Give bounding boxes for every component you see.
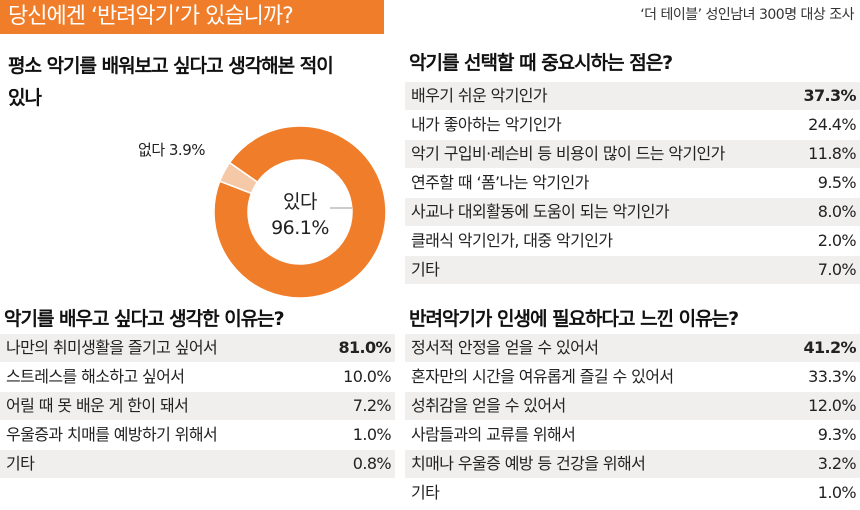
row-label: 기타 (411, 483, 440, 502)
row-label: 사람들과의 교류를 위해서 (411, 425, 576, 444)
slice-yes (213, 125, 387, 299)
reasons-need-title: 반려악기가 인생에 필요하다고 느낀 이유는? (409, 308, 739, 330)
table-row: 치매나 우울증 예방 등 건강을 위해서 3.2% (405, 450, 860, 478)
panel-selection-criteria: 악기를 선택할 때 중요시하는 점은? 배우기 쉬운 악기인가 37.3% 내가 좋… (405, 44, 860, 294)
reasons-learn-title: 악기를 배우고 싶다고 생각한 이유는? (4, 308, 285, 330)
row-value: 9.5% (817, 173, 857, 192)
row-label: 기타 (6, 454, 35, 473)
row-value: 9.3% (817, 425, 857, 444)
row-value: 24.4% (808, 115, 856, 134)
row-value: 2.0% (817, 231, 857, 250)
donut-title: 평소 악기를 배워보고 싶다고 생각해본 적이 있나 (8, 55, 334, 109)
slice-yes-label: 있다 (283, 191, 317, 213)
row-label: 사교나 대외활동에 도움이 되는 악기인가 (411, 202, 670, 221)
row-label: 내가 좋아하는 악기인가 (411, 115, 562, 134)
row-value: 8.0% (817, 202, 857, 221)
row-label: 악기 구입비·레슨비 등 비용이 많이 드는 악기인가 (411, 144, 725, 163)
table-row: 연주할 때 ‘폼’나는 악기인가 9.5% (405, 169, 860, 197)
panel-donut: 평소 악기를 배워보고 싶다고 생각해본 적이 있나 있다 96.1% 없다 3.9… (0, 44, 395, 304)
table-row: 내가 좋아하는 악기인가 24.4% (405, 111, 860, 139)
donut-chart: 있다 96.1% 없다 3.9% (138, 125, 387, 299)
criteria-title: 악기를 선택할 때 중요시하는 점은? (409, 52, 673, 74)
row-label: 연주할 때 ‘폼’나는 악기인가 (411, 173, 589, 192)
row-label: 정서적 안정을 얻을 수 있어서 (411, 338, 599, 357)
source-note: ‘더 테이블’ 성인남녀 300명 대상 조사 (640, 7, 854, 23)
table-row: 혼자만의 시간을 여유롭게 즐길 수 있어서 33.3% (405, 363, 860, 391)
row-value: 7.0% (817, 260, 857, 279)
row-label: 배우기 쉬운 악기인가 (411, 86, 548, 105)
table-row: 성취감을 얻을 수 있어서 12.0% (405, 392, 860, 420)
row-value: 11.8% (808, 144, 856, 163)
row-label: 스트레스를 해소하고 싶어서 (6, 367, 185, 386)
row-value: 37.3% (803, 86, 856, 105)
table-row: 사교나 대외활동에 도움이 되는 악기인가 8.0% (405, 198, 860, 226)
table-row: 사람들과의 교류를 위해서 9.3% (405, 421, 860, 449)
panel-reasons-need: 반려악기가 인생에 필요하다고 느낀 이유는? 정서적 안정을 얻을 수 있어서… (405, 300, 860, 510)
table-row: 나만의 취미생활을 즐기고 싶어서 81.0% (0, 334, 395, 362)
row-value: 7.2% (352, 396, 392, 415)
table-row: 정서적 안정을 얻을 수 있어서 41.2% (405, 334, 860, 362)
slice-no-label: 없다 3.9% (138, 141, 205, 159)
table-row: 어릴 때 못 배운 게 한이 돼서 7.2% (0, 392, 395, 420)
row-label: 우울증과 치매를 예방하기 위해서 (6, 425, 218, 444)
row-label: 나만의 취미생활을 즐기고 싶어서 (6, 338, 218, 357)
row-value: 0.8% (352, 454, 392, 473)
row-value: 10.0% (343, 367, 391, 386)
row-label: 치매나 우울증 예방 등 건강을 위해서 (411, 454, 646, 473)
table-row: 기타 7.0% (405, 256, 860, 284)
row-value: 81.0% (338, 338, 391, 357)
row-value: 12.0% (808, 396, 856, 415)
row-label: 어릴 때 못 배운 게 한이 돼서 (6, 396, 189, 415)
table-row: 클래식 악기인가, 대중 악기인가 2.0% (405, 227, 860, 255)
row-value: 33.3% (808, 367, 856, 386)
slice-yes-value: 96.1% (271, 217, 329, 239)
panel-reasons-learn: 악기를 배우고 싶다고 생각한 이유는? 나만의 취미생활을 즐기고 싶어서 81… (0, 300, 395, 510)
row-label: 기타 (411, 260, 440, 279)
table-row: 배우기 쉬운 악기인가 37.3% (405, 82, 860, 110)
row-value: 1.0% (352, 425, 392, 444)
row-value: 1.0% (817, 483, 857, 502)
row-label: 혼자만의 시간을 여유롭게 즐길 수 있어서 (411, 367, 674, 386)
row-value: 41.2% (803, 338, 856, 357)
table-row: 우울증과 치매를 예방하기 위해서 1.0% (0, 421, 395, 449)
row-label: 성취감을 얻을 수 있어서 (411, 396, 566, 415)
row-value: 3.2% (817, 454, 857, 473)
page-title: 당신에겐 ‘반려악기’가 있습니까? (0, 0, 384, 34)
row-label: 클래식 악기인가, 대중 악기인가 (411, 231, 613, 250)
table-row: 스트레스를 해소하고 싶어서 10.0% (0, 363, 395, 391)
table-row: 기타 0.8% (0, 450, 395, 478)
slice-no (218, 161, 259, 195)
table-row: 기타 1.0% (405, 479, 860, 507)
table-row: 악기 구입비·레슨비 등 비용이 많이 드는 악기인가 11.8% (405, 140, 860, 168)
